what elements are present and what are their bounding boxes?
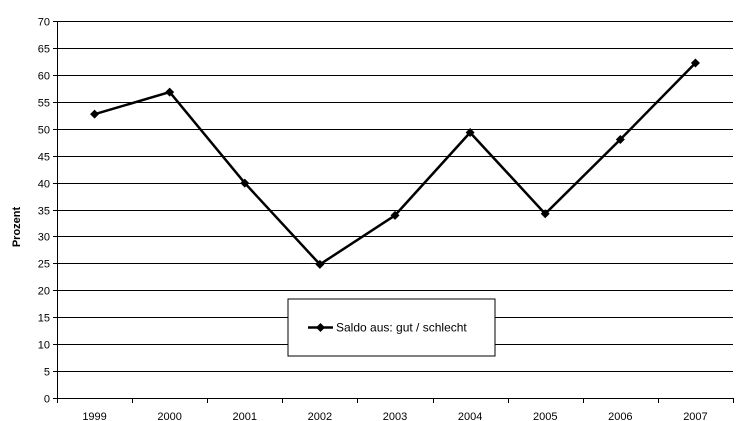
data-point-2003 xyxy=(390,210,400,220)
y-tick-label-40: 40 xyxy=(38,179,50,191)
y-tick-label-15: 15 xyxy=(38,313,50,325)
x-tick-label-2004: 2004 xyxy=(458,411,482,421)
x-tick-label-2002: 2002 xyxy=(308,411,332,421)
data-point-2000 xyxy=(165,87,175,97)
legend-marker-swatch xyxy=(316,323,325,332)
y-tick-label-70: 70 xyxy=(38,17,50,29)
legend: Saldo aus: gut / schlecht xyxy=(287,298,496,357)
legend-label: Saldo aus: gut / schlecht xyxy=(336,321,467,335)
y-axis-ticks: 0 5 10 15 20 25 30 35 40 45 50 55 60 65 70 xyxy=(38,17,57,406)
y-tick-label-45: 45 xyxy=(38,152,50,164)
y-tick-label-0: 0 xyxy=(44,394,50,406)
series-layer xyxy=(90,58,700,269)
y-tick-label-10: 10 xyxy=(38,340,50,352)
y-tick-label-5: 5 xyxy=(44,367,50,379)
x-tick-label-2006: 2006 xyxy=(608,411,632,421)
x-tick-label-1999: 1999 xyxy=(82,411,106,421)
data-point-2002 xyxy=(315,259,325,269)
x-axis-ticks: 1999 2000 2001 2002 2003 2004 2005 2006 2007 xyxy=(57,398,734,421)
data-point-2007 xyxy=(690,58,700,68)
y-tick-label-60: 60 xyxy=(38,71,50,83)
y-axis-title: Prozent xyxy=(11,206,23,247)
series-line-0 xyxy=(94,62,697,267)
y-tick-label-65: 65 xyxy=(38,44,50,56)
x-tick-label-2000: 2000 xyxy=(157,411,181,421)
data-point-2004 xyxy=(465,127,475,137)
y-tick-label-30: 30 xyxy=(38,232,50,244)
data-point-2005 xyxy=(540,209,550,219)
x-tick-label-2007: 2007 xyxy=(683,411,707,421)
y-tick-label-50: 50 xyxy=(38,125,50,137)
x-tick-label-2005: 2005 xyxy=(533,411,557,421)
y-tick-label-55: 55 xyxy=(38,98,50,110)
data-point-2006 xyxy=(615,134,625,144)
x-tick-label-2003: 2003 xyxy=(383,411,407,421)
data-point-1999 xyxy=(90,109,100,119)
x-tick-label-2001: 2001 xyxy=(233,411,257,421)
y-tick-label-25: 25 xyxy=(38,259,50,271)
y-tick-label-35: 35 xyxy=(38,206,50,218)
y-tick-label-20: 20 xyxy=(38,286,50,298)
data-point-2001 xyxy=(240,178,250,188)
gridlines xyxy=(57,21,733,372)
